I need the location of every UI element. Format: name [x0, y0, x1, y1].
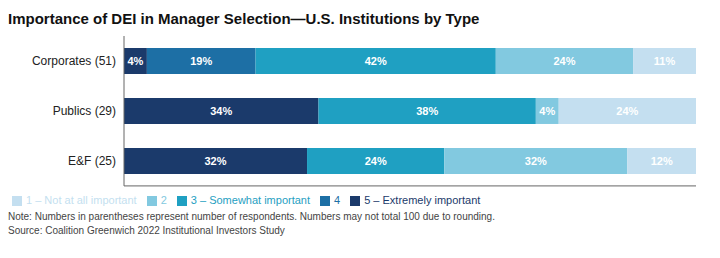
html-text:4: 4 [334, 193, 341, 206]
svg-text:42%: 42% [365, 55, 387, 67]
svg-text:38%: 38% [416, 105, 438, 117]
html-text:Note: Numbers in parentheses r: Note: Numbers in parentheses represent n… [8, 211, 495, 222]
svg-text:12%: 12% [651, 155, 673, 167]
svg-text:32%: 32% [205, 155, 227, 167]
svg-text:11%: 11% [654, 55, 676, 67]
html-text:3 – Somewhat important: 3 – Somewhat important [190, 193, 310, 206]
svg-text:24%: 24% [365, 155, 387, 167]
svg-text:4%: 4% [539, 105, 555, 117]
html-text:Source: Coalition Greenwich 20: Source: Coalition Greenwich 2022 Institu… [8, 225, 285, 236]
svg-text:4%: 4% [127, 55, 143, 67]
svg-text:24%: 24% [553, 55, 575, 67]
html-text:5 – Extremely important: 5 – Extremely important [364, 193, 481, 206]
svg-text:19%: 19% [190, 55, 212, 67]
svg-text:E&F (25): E&F (25) [68, 154, 116, 168]
svg-text:34%: 34% [210, 105, 232, 117]
html-text:Importance of DEI in Manager S: Importance of DEI in Manager Selection—U… [8, 10, 480, 27]
html-text:1 – Not at all important: 1 – Not at all important [26, 193, 137, 206]
svg-text:24%: 24% [616, 105, 638, 117]
svg-text:32%: 32% [525, 155, 547, 167]
svg-text:Corporates (51): Corporates (51) [32, 54, 116, 68]
svg-text:Publics (29): Publics (29) [53, 104, 116, 118]
html-text:2: 2 [160, 193, 167, 206]
